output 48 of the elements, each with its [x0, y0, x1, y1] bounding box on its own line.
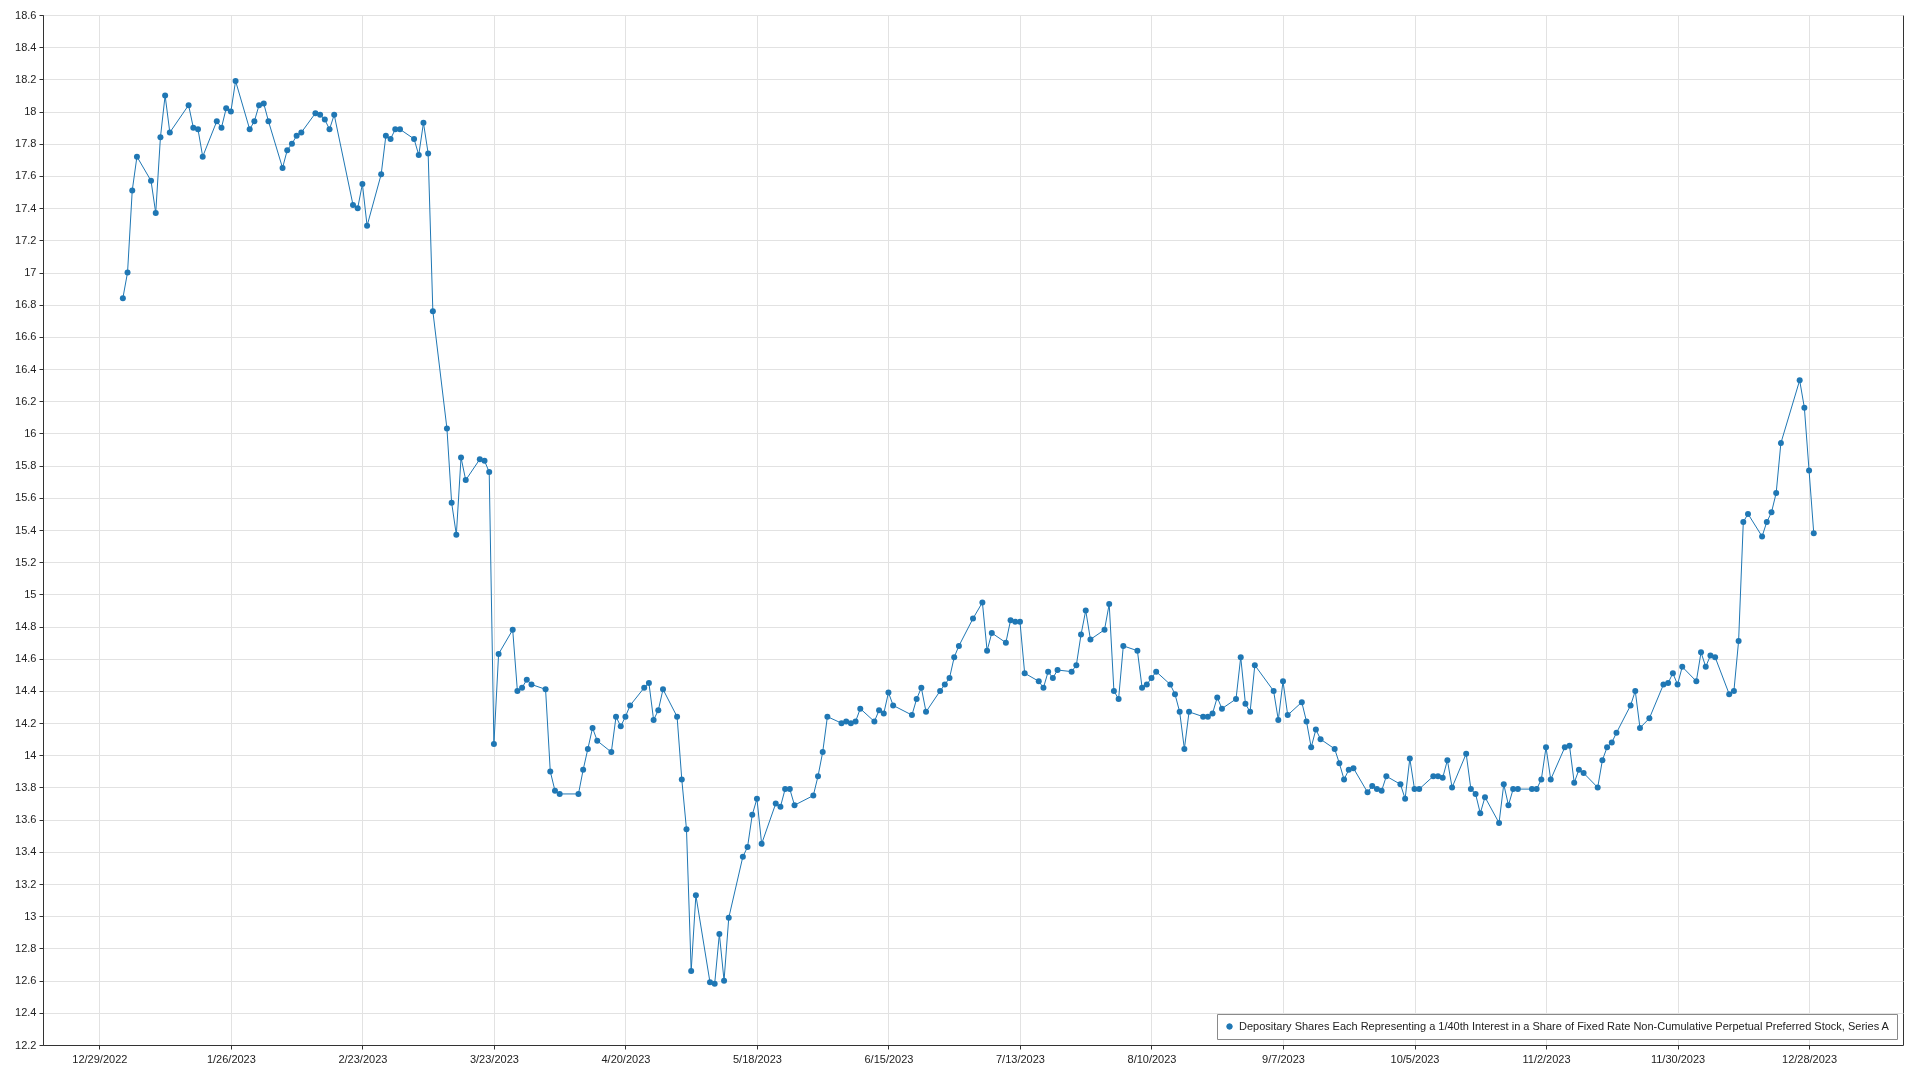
y-tick-label: 14.8	[15, 620, 37, 633]
x-tick-label: 7/13/2023	[996, 1052, 1045, 1065]
x-tick-label: 10/5/2023	[1390, 1052, 1440, 1065]
y-tick-label: 15.6	[15, 491, 37, 504]
y-tick-label: 17.6	[15, 169, 37, 182]
y-tick-label: 13.2	[15, 877, 37, 890]
y-tick-label: 13.6	[15, 813, 37, 826]
y-tick-label: 16.4	[15, 362, 37, 375]
y-tick-label: 16.2	[15, 394, 37, 407]
y-tick-label: 15.8	[15, 459, 37, 472]
x-tick-label: 6/15/2023	[864, 1052, 914, 1065]
legend-label: Depositary Shares Each Representing a 1/40th Interest in a Share of Fixed Rate Non-Cumulative Perpetual Preferred Stock, Series A	[1239, 1019, 1890, 1032]
y-tick-label: 15	[24, 587, 37, 600]
y-tick-label: 14.2	[15, 716, 37, 729]
x-tick-label: 1/26/2023	[206, 1052, 256, 1065]
x-tick-label: 2/23/2023	[338, 1052, 388, 1065]
x-tick-label: 11/2/2023	[1522, 1052, 1571, 1065]
y-tick-label: 18	[24, 105, 37, 118]
x-tick-label: 11/30/2023	[1650, 1052, 1706, 1065]
x-tick-label: 3/23/2023	[469, 1052, 519, 1065]
y-tick-label: 12.2	[15, 1038, 37, 1051]
x-tick-label: 12/29/2022	[72, 1052, 128, 1065]
y-tick-label: 16.6	[15, 330, 37, 343]
y-tick-label: 12.8	[15, 941, 37, 954]
x-tick-label: 12/28/2023	[1782, 1052, 1838, 1065]
y-tick-label: 14.4	[15, 684, 37, 697]
y-tick-label: 12.4	[15, 1006, 37, 1019]
y-tick-label: 13	[24, 909, 37, 922]
x-tick-label: 9/7/2023	[1262, 1052, 1305, 1065]
y-tick-label: 15.4	[15, 523, 37, 536]
y-tick-label: 18.4	[15, 40, 37, 53]
y-tick-label: 17	[24, 266, 37, 278]
y-tick-label: 18.6	[15, 8, 37, 21]
y-tick-label: 15.2	[15, 555, 37, 568]
y-tick-label: 18.2	[15, 72, 37, 85]
y-tick-label: 13.4	[15, 845, 37, 858]
x-tick-label: 8/10/2023	[1127, 1052, 1177, 1065]
x-tick-label: 4/20/2023	[601, 1052, 651, 1065]
y-tick-label: 14.6	[15, 652, 37, 665]
y-tick-label: 17.4	[15, 201, 37, 214]
y-tick-label: 16.8	[15, 298, 37, 311]
y-tick-label: 17.2	[15, 233, 37, 246]
y-tick-label: 13.8	[15, 781, 37, 793]
y-tick-label: 14	[24, 748, 37, 761]
y-tick-label: 12.6	[15, 974, 37, 987]
x-tick-label: 5/18/2023	[732, 1052, 782, 1065]
y-tick-label: 17.8	[15, 137, 37, 150]
y-tick-label: 16	[24, 426, 37, 439]
